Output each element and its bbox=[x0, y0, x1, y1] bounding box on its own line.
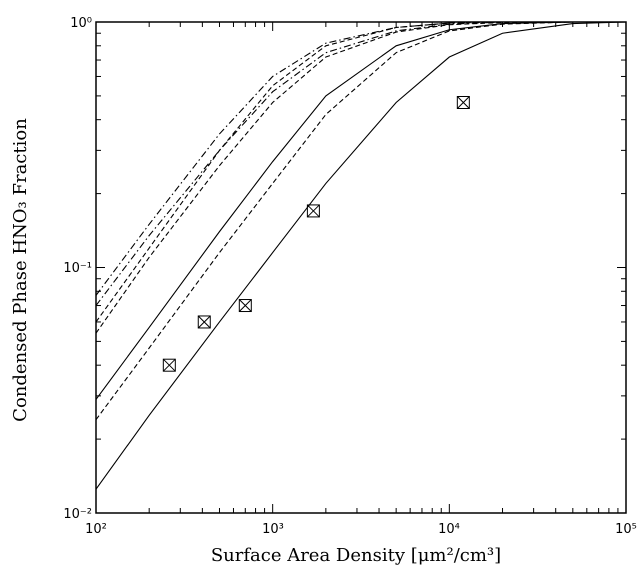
series-3-line bbox=[95, 21, 626, 420]
series-6-line bbox=[95, 21, 626, 296]
data-point bbox=[238, 299, 252, 313]
y-tick-label-1: 10⁻² bbox=[63, 507, 92, 522]
series-group bbox=[95, 21, 627, 490]
data-point bbox=[306, 204, 320, 218]
data-points-group bbox=[162, 95, 470, 372]
data-point bbox=[162, 358, 176, 372]
x-tick-label-4: 10⁵ bbox=[615, 522, 637, 537]
x-tick-label-1: 10² bbox=[85, 522, 107, 537]
x-tick-label-3: 10⁴ bbox=[438, 522, 460, 537]
series-7-line bbox=[95, 21, 626, 306]
data-point bbox=[456, 95, 470, 109]
y-tick-label-2: 10⁻¹ bbox=[63, 261, 92, 276]
y-tick-label-3: 10⁰ bbox=[70, 16, 92, 31]
data-point bbox=[197, 315, 211, 329]
axis-ticks bbox=[95, 22, 626, 514]
x-axis-title: Surface Area Density [μm²/cm³] bbox=[211, 545, 501, 566]
y-axis-title: Condensed Phase HNO₃ Fraction bbox=[10, 118, 31, 422]
plot-frame bbox=[95, 21, 627, 514]
series-4-line bbox=[95, 21, 626, 323]
x-tick-label-2: 10³ bbox=[262, 522, 284, 537]
series-1-line bbox=[95, 21, 627, 490]
series-5-line bbox=[95, 21, 626, 334]
